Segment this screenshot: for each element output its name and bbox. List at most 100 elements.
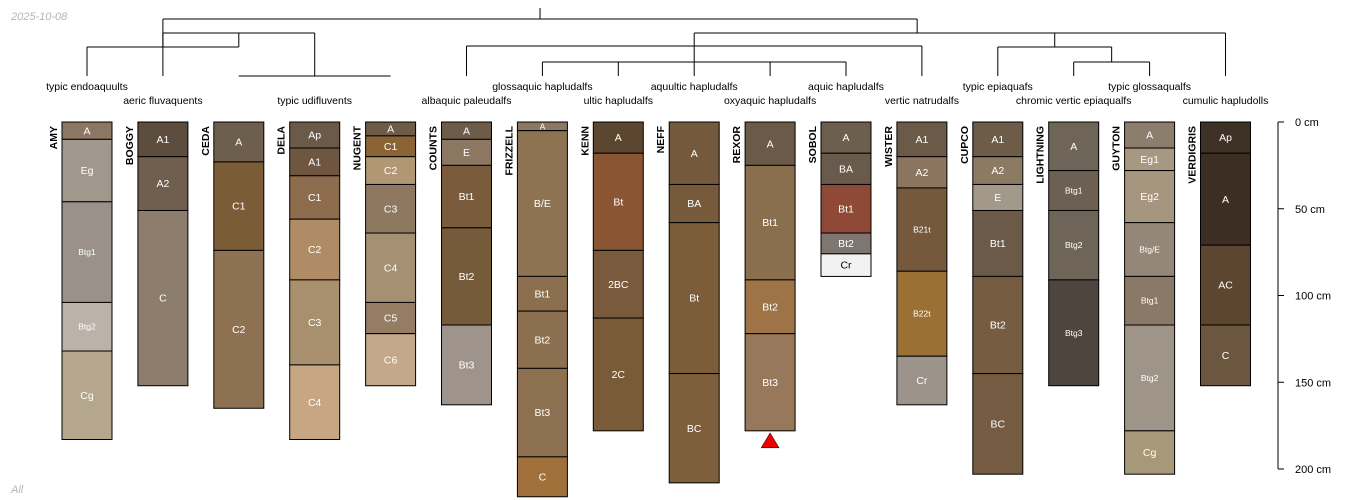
horizon-e	[441, 138, 492, 166]
horizon-label: Btg2	[1065, 240, 1083, 250]
profile-name: CEDA	[200, 126, 212, 156]
horizon-label: A	[615, 132, 622, 144]
footer-label: All	[10, 484, 24, 496]
taxon-label: cumulic hapludolls	[1183, 95, 1269, 107]
horizon-label: Btg2	[78, 322, 96, 332]
horizon-label: Cr	[840, 260, 852, 272]
annotation-marker	[760, 432, 780, 449]
horizon-label: Cg	[1143, 447, 1157, 459]
horizon-a	[1124, 121, 1176, 149]
horizon-e	[972, 183, 1024, 211]
horizon-label: Eg	[81, 165, 94, 177]
profile-counts: COUNTS AE Bt1 Bt2 Bt3	[428, 121, 492, 406]
profile-neff: NEFF A BA Bt BC	[655, 121, 720, 484]
horizon-label: B21t	[913, 225, 931, 235]
horizon-b22t	[896, 270, 948, 357]
taxon-label: chromic vertic epiaqualfs	[1016, 95, 1132, 107]
horizon-label: Bt2	[459, 271, 475, 283]
horizon-label: Bt3	[535, 407, 551, 419]
taxon-label: typic endoaquults	[46, 81, 128, 93]
horizon-label: Bt2	[838, 238, 854, 250]
taxon-label: typic glossaqualfs	[1108, 81, 1191, 93]
horizon-a1	[137, 121, 189, 158]
horizon-eg2	[1124, 170, 1176, 224]
profile-verdigris: VERDIGRIS Ap A AC C	[1187, 121, 1251, 387]
profile-kenn: KENN A Bt 2BC 2C	[579, 121, 644, 432]
horizon-c3	[289, 279, 341, 366]
horizon-label: BA	[687, 198, 701, 210]
horizon-label: Ap	[1219, 132, 1232, 144]
profile-cupco: CUPCO A1 A2 E Bt1 Bt2 BC	[959, 121, 1024, 475]
horizon-label: Bt3	[762, 377, 778, 389]
horizon-label: C5	[384, 313, 398, 325]
horizon-c4	[365, 232, 417, 303]
taxon-label: ultic hapludalfs	[584, 95, 653, 107]
horizon-label: A	[1146, 130, 1153, 142]
profile-name: CUPCO	[959, 126, 971, 164]
axis-tick-label: 50 cm	[1295, 204, 1325, 216]
horizon-label: Btg1	[1141, 296, 1159, 306]
profile-nugent: NUGENT A C1 C2 C3 C4 C5 C6	[352, 121, 417, 387]
profile-name: WISTER	[883, 126, 895, 167]
horizon-label: A	[83, 125, 90, 137]
horizon-label: Bt	[689, 293, 699, 305]
horizon-ap	[1200, 121, 1251, 154]
horizon-label: A	[767, 138, 774, 150]
taxon-label: typic udifluvents	[277, 95, 352, 107]
horizon-eg	[61, 138, 113, 203]
horizon-bt	[668, 222, 720, 375]
horizon-label: C	[159, 293, 167, 305]
horizon-label: BC	[687, 423, 702, 435]
horizon-a2	[137, 156, 189, 211]
horizon-label: C3	[308, 317, 322, 329]
profile-lightning: LIGHTNING A Btg1 Btg2 Btg3	[1035, 121, 1100, 387]
horizon-cr	[896, 355, 948, 406]
horizon-label: C4	[384, 262, 398, 274]
profile-ceda: CEDA A C1 C2	[200, 121, 265, 409]
profile-name: AMY	[48, 126, 60, 149]
horizon-btg2	[1048, 209, 1100, 281]
profile-name: LIGHTNING	[1035, 126, 1047, 184]
axis-tick-label: 0 cm	[1295, 117, 1319, 129]
horizon-btg3	[1048, 279, 1100, 387]
profile-name: VERDIGRIS	[1187, 126, 1199, 184]
profile-name: KENN	[579, 126, 591, 156]
taxon-label: aquic hapludalfs	[808, 81, 884, 93]
horizon-c	[137, 209, 189, 387]
horizon-bt1	[744, 164, 796, 281]
horizon-label: Eg2	[1140, 191, 1159, 203]
horizon-a	[668, 121, 720, 185]
horizon-a	[1200, 152, 1251, 246]
profile-name: NUGENT	[352, 125, 364, 170]
horizon-bc	[668, 373, 720, 484]
taxon-label: albaquic paleudalfs	[422, 95, 512, 107]
horizon-label: Bt1	[838, 203, 854, 215]
horizon-label: Bt2	[990, 320, 1006, 332]
horizon-btg1	[1124, 275, 1176, 326]
profile-dela: DELA Ap A1 C1 C2 C3 C4	[276, 121, 341, 441]
horizon-label: Bt2	[535, 334, 551, 346]
profile-name: FRIZZELL	[503, 125, 515, 175]
horizon-label: Btg1	[1065, 186, 1083, 196]
horizon-bt1	[820, 183, 872, 234]
horizon-label: C	[1222, 350, 1230, 362]
horizon-label: Btg2	[1141, 373, 1159, 383]
taxon-label: typic epiaquafs	[963, 81, 1033, 93]
horizon-ba	[820, 152, 872, 185]
profile-guyton: GUYTON A Eg1 Eg2 Btg/E Btg1 Btg2 Cg	[1111, 121, 1176, 475]
horizon-label: C2	[384, 165, 398, 177]
horizon-btg1	[61, 201, 113, 303]
horizon-bt3	[441, 324, 492, 406]
horizon-label: E	[463, 147, 470, 159]
horizon-ba	[668, 183, 720, 224]
horizon-bc	[972, 373, 1024, 475]
profile-name: BOGGY	[124, 126, 136, 165]
horizon-label: A1	[915, 134, 928, 146]
horizon-c6	[365, 333, 417, 387]
axis-tick-label: 150 cm	[1295, 377, 1331, 389]
horizon-label: A2	[915, 167, 928, 179]
profile-name: GUYTON	[1111, 126, 1123, 171]
profile-frizzell: FRIZZELL A B/E Bt1 Bt2 Bt3 C	[503, 121, 568, 498]
